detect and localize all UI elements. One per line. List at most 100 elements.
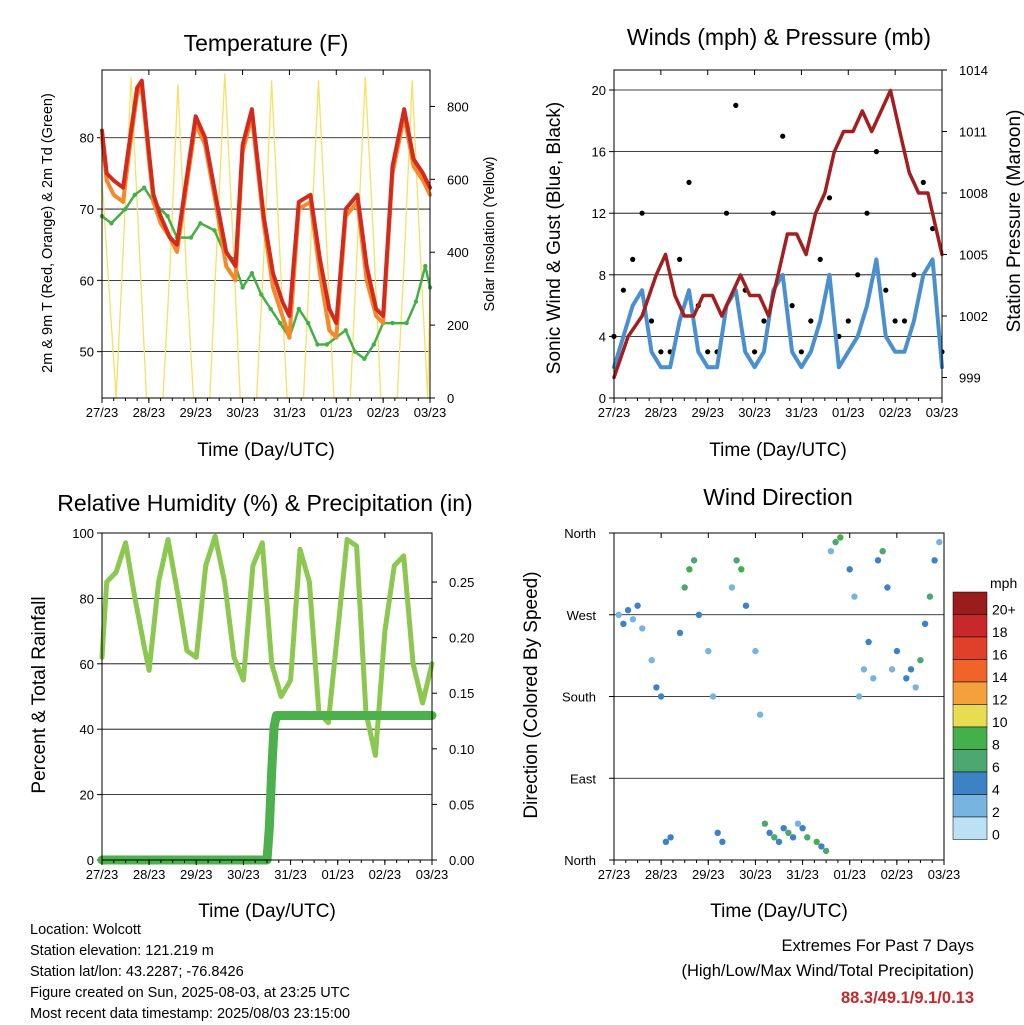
y-tick-label-direction: East (570, 771, 596, 786)
x-tick-label-temp: 01/23 (320, 405, 353, 420)
winds-xlabel: Time (Day/UTC) (709, 440, 847, 461)
x-tick-label-direction: 29/23 (692, 867, 725, 882)
x-tick-label-wind: 29/23 (691, 405, 724, 420)
direction-point (893, 647, 901, 655)
x-tick-label-temp: 28/23 (133, 405, 166, 420)
x-tick-label-wind: 02/23 (879, 405, 912, 420)
x-tick-label-direction: 01/23 (833, 867, 866, 882)
direction-point (865, 638, 872, 646)
gust-point (901, 318, 908, 324)
speed-legend-label: 6 (992, 759, 1000, 775)
gust-point (864, 210, 870, 216)
wind-direction-ylabel: Direction (Colored By Speed) (521, 571, 542, 819)
y-tick-label-direction: South (562, 690, 596, 705)
direction-point (832, 538, 839, 546)
y-tick-label-direction: North (564, 853, 596, 868)
direction-point (752, 647, 759, 655)
y-tick-label-rh: 20 (80, 788, 94, 803)
gust-point (658, 349, 664, 355)
direction-point (624, 607, 632, 614)
direction-point (629, 616, 637, 623)
speed-legend-swatch (952, 771, 988, 795)
extremes-heading: Extremes For Past 7 Days (781, 937, 974, 955)
y2-tick-label-wind: 999 (959, 371, 981, 386)
created-text: Figure created on Sun, 2025-08-03, at 23… (30, 985, 350, 1001)
y-tick-label-wind: 12 (592, 206, 606, 221)
y2-tick-label-temp: 0 (447, 391, 454, 406)
gust-point (677, 256, 683, 262)
speed-legend-swatch (952, 726, 988, 750)
direction-point (789, 834, 797, 841)
x-tick-label-temp: 27/23 (86, 405, 119, 420)
gust-point (817, 256, 823, 262)
direction-point (714, 829, 721, 836)
direction-point (728, 584, 736, 591)
y-tick-label-temp: 50 (80, 345, 94, 360)
gust-point (798, 349, 805, 355)
gust-point (648, 318, 655, 324)
y-tick-label-wind: 8 (599, 268, 606, 283)
speed-legend-title: mph (990, 575, 1018, 591)
extremes-values: 88.3/49.1/9.1/0.13 (840, 989, 974, 1007)
y2-tick-label-rh: 0.05 (449, 797, 474, 812)
x-tick-label-rh: 31/23 (274, 867, 307, 882)
direction-point (931, 557, 938, 564)
y2-tick-label-wind: 1002 (959, 309, 988, 324)
y2-tick-label-wind: 1005 (959, 248, 988, 263)
speed-legend-swatch (952, 614, 988, 638)
direction-point (738, 566, 745, 573)
gust-point (855, 272, 861, 278)
speed-legend-label: 2 (992, 804, 1000, 820)
wind-direction-title: Wind Direction (703, 484, 853, 510)
relative-humidity-line (99, 533, 435, 758)
gust-point (780, 133, 786, 139)
x-tick-label-direction: 28/23 (645, 867, 678, 882)
y2-tick-label-temp: 200 (447, 318, 469, 333)
direction-point (742, 602, 750, 609)
y2-tick-label-rh: 0.10 (449, 742, 474, 757)
direction-point (907, 666, 915, 673)
gust-point (845, 318, 851, 324)
gust-point (686, 179, 692, 185)
speed-legend-label: 4 (992, 781, 1000, 797)
direction-point (799, 825, 806, 832)
location-text: Location: Wolcott (30, 922, 141, 938)
y2-tick-label-rh: 0.00 (449, 853, 474, 868)
direction-point (855, 693, 863, 700)
speed-legend-label: 8 (992, 736, 1000, 752)
speed-legend-label: 18 (992, 624, 1008, 640)
extremes-subheading: (High/Low/Max Wind/Total Precipitation) (681, 962, 974, 980)
y-tick-label-direction: West (567, 608, 597, 623)
direction-point (690, 557, 698, 564)
x-tick-label-temp: 29/23 (179, 405, 212, 420)
direction-point (719, 838, 726, 845)
direction-point (926, 593, 934, 600)
speed-legend-swatch (952, 704, 988, 728)
direction-point (827, 548, 835, 555)
gust-point (630, 256, 636, 262)
direction-point (879, 548, 886, 555)
humidity-title: Relative Humidity (%) & Precipitation (i… (57, 490, 473, 516)
direction-point (681, 584, 688, 591)
dewpoint-line (100, 186, 432, 361)
y-tick-label-wind: 20 (592, 83, 606, 98)
direction-point (921, 620, 929, 627)
direction-point (695, 611, 703, 618)
direction-point (936, 538, 943, 546)
speed-legend-label: 12 (992, 691, 1008, 707)
gust-point (873, 149, 880, 155)
direction-point (676, 629, 684, 637)
direction-point (884, 584, 891, 591)
y2-tick-label-rh: 0.20 (449, 631, 474, 646)
x-tick-label-rh: 03/23 (416, 867, 449, 882)
speed-legend-label: 16 (992, 646, 1008, 662)
x-tick-label-rh: 28/23 (133, 867, 166, 882)
recent-text: Most recent data timestamp: 2025/08/03 2… (30, 1006, 351, 1022)
temperature-title: Temperature (F) (183, 30, 349, 56)
y-tick-label-rh: 80 (80, 591, 94, 606)
x-tick-label-rh: 02/23 (369, 867, 402, 882)
direction-point (813, 838, 820, 845)
y-tick-label-direction: North (564, 526, 596, 541)
winds-ylabel-right: Station Pressure (Maroon) (1004, 109, 1024, 333)
direction-point (794, 820, 802, 827)
